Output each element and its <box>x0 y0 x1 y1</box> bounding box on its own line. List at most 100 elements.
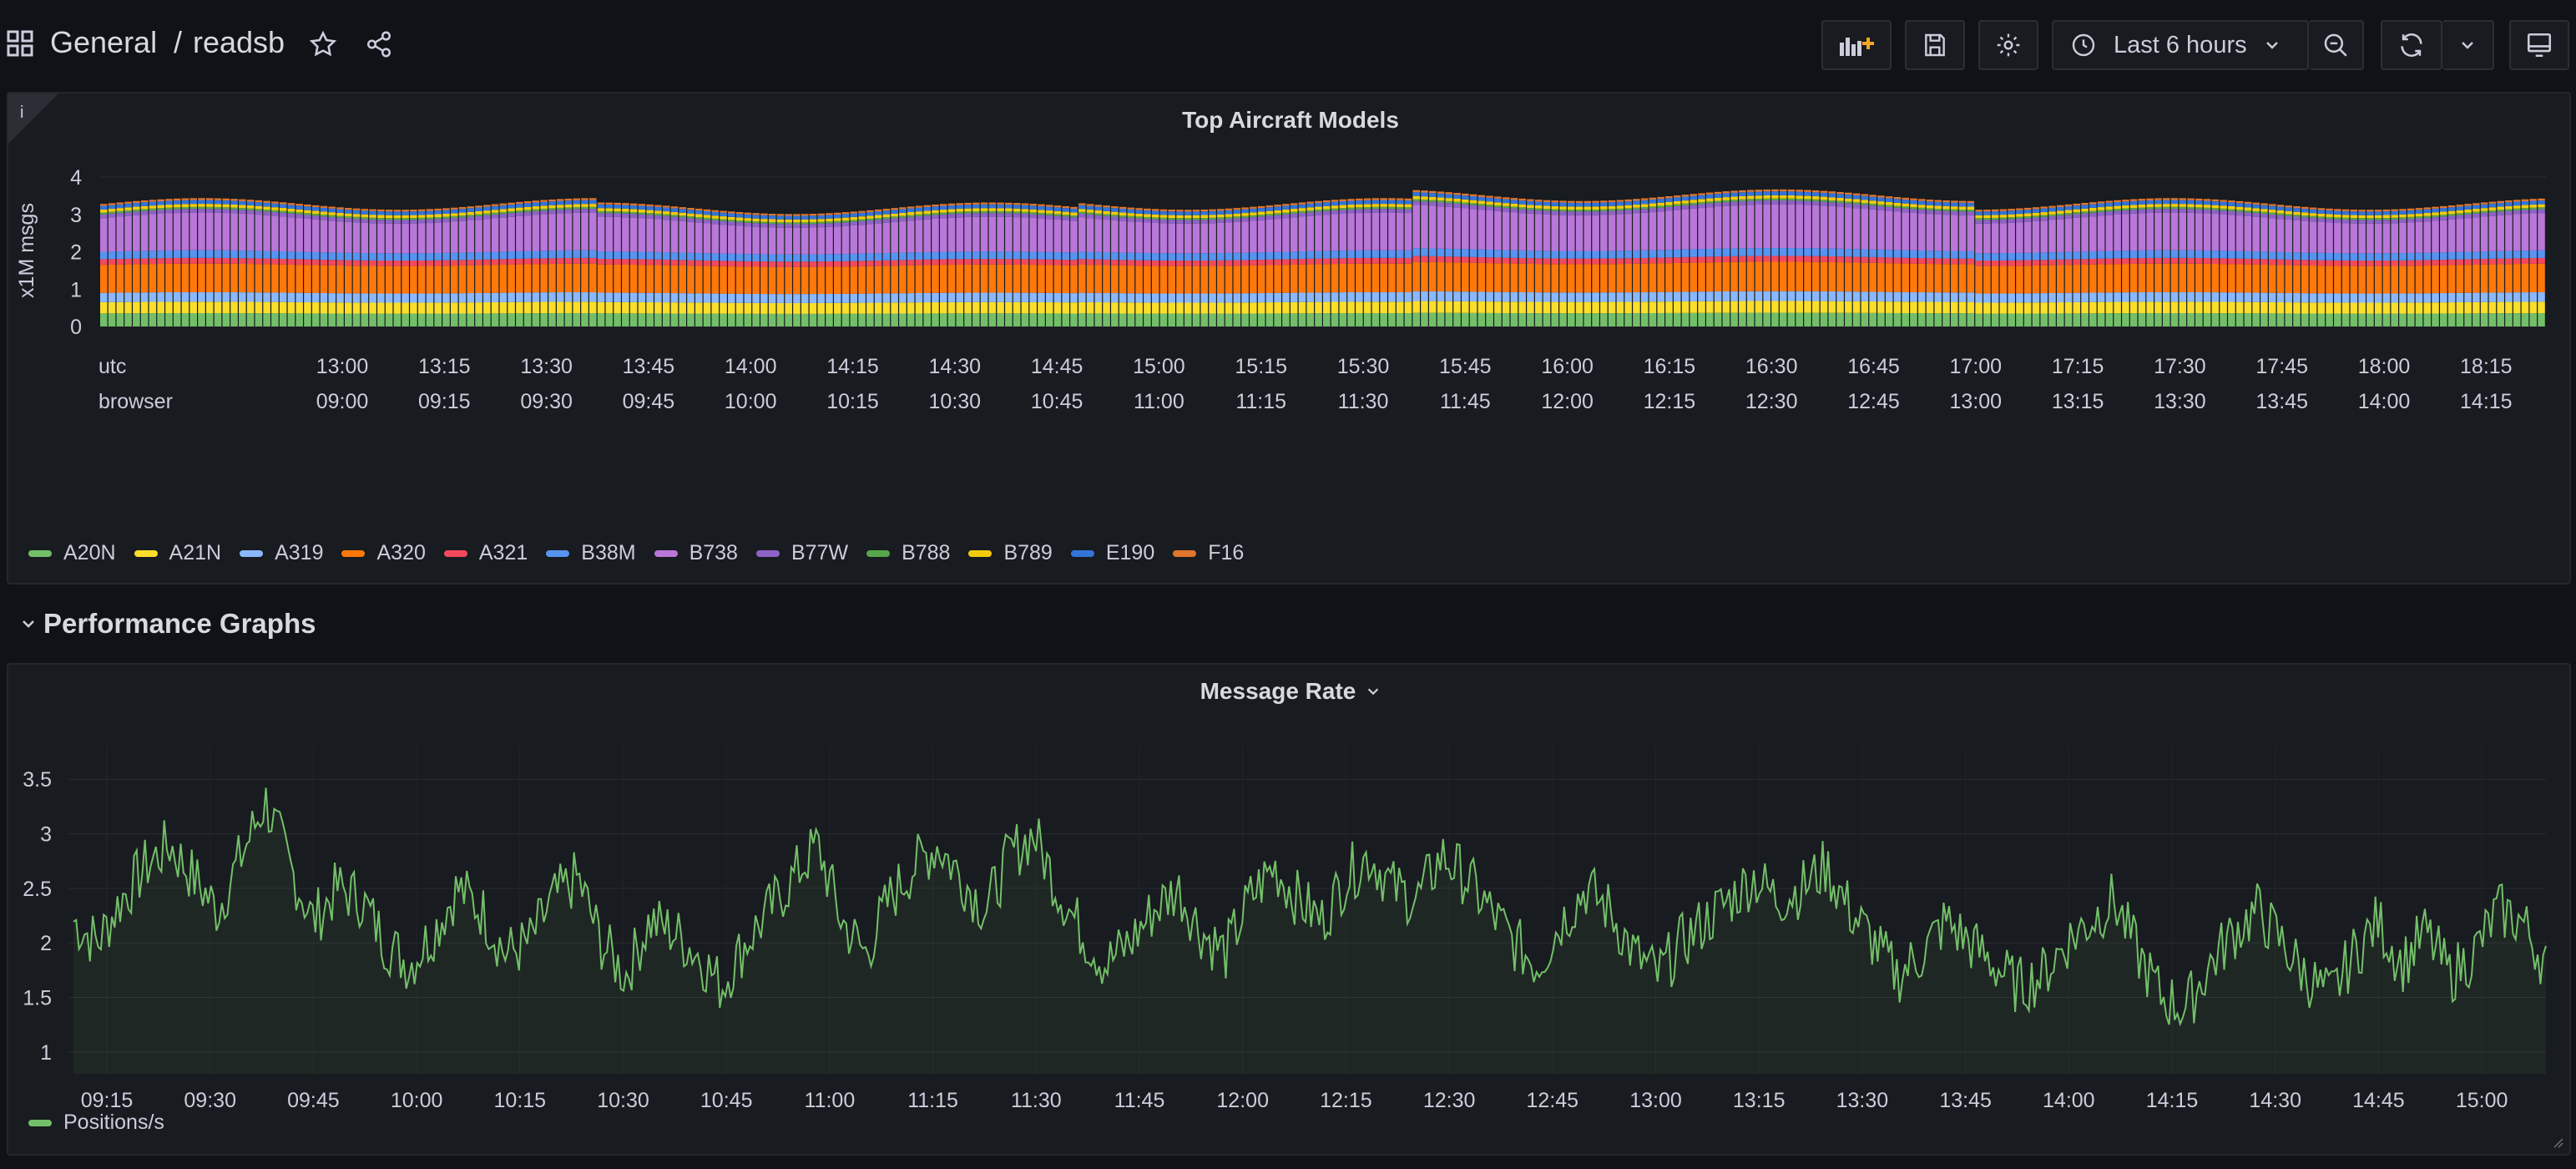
bar-segment <box>956 292 964 302</box>
resize-handle-icon[interactable] <box>2553 1137 2564 1149</box>
bar-segment <box>1290 313 1298 326</box>
bar-segment <box>491 251 499 260</box>
legend-item-f16[interactable]: F16 <box>1173 541 1244 565</box>
bar-segment <box>2391 217 2398 220</box>
row-performance-graphs[interactable]: Performance Graphs <box>20 608 316 640</box>
bar-segment <box>1315 313 1322 326</box>
bar-segment <box>1502 205 1510 209</box>
refresh-interval-dropdown[interactable] <box>2442 20 2494 70</box>
bar-segment <box>1462 291 1469 301</box>
bar-segment <box>2016 260 2023 266</box>
bar-segment <box>1559 301 1567 314</box>
time-series-chart[interactable]: 11.522.533.509:15 09:30 09:45 10:00 10:15 10:… <box>8 715 2573 1116</box>
bar-segment <box>646 301 654 314</box>
bar-segment <box>776 222 785 225</box>
tv-mode-button[interactable] <box>2509 20 2569 70</box>
legend-item-positions[interactable]: Positions/s <box>28 1111 164 1135</box>
bar-segment <box>263 264 270 293</box>
panel-title[interactable]: Top Aircraft Models <box>1182 107 1399 133</box>
bar-segment <box>2472 251 2480 260</box>
legend-item-a21n[interactable]: A21N <box>134 541 221 565</box>
bar-segment <box>1951 202 1958 207</box>
panel-info-corner[interactable] <box>8 94 58 144</box>
bar-segment <box>2064 259 2073 266</box>
bar-segment <box>124 207 132 210</box>
bar-segment <box>711 302 720 314</box>
refresh-button[interactable] <box>2381 20 2442 70</box>
bar-segment <box>1290 264 1298 293</box>
bar-segment <box>1323 264 1331 293</box>
legend-item-a321[interactable]: A321 <box>443 541 528 565</box>
bar-segment <box>2260 203 2268 205</box>
breadcrumb-folder[interactable]: General <box>50 25 158 59</box>
bar-segment <box>1477 205 1486 210</box>
bar-segment <box>1021 313 1029 326</box>
apps-grid-icon[interactable] <box>7 30 33 61</box>
save-dashboard-button[interactable] <box>1905 20 1965 70</box>
add-panel-button[interactable] <box>1821 20 1892 70</box>
bar-segment <box>1600 210 1608 215</box>
legend-item-b788[interactable]: B788 <box>866 541 950 565</box>
zoom-out-button[interactable] <box>2309 20 2364 70</box>
bar-segment <box>834 266 841 294</box>
bar-segment <box>320 211 328 215</box>
time-range-picker[interactable]: Last 6 hours <box>2052 20 2309 70</box>
bar-segment <box>1371 291 1380 302</box>
bar-segment <box>1356 257 1363 264</box>
bar-segment <box>703 253 711 261</box>
bar-segment <box>2154 263 2162 292</box>
legend-item-b738[interactable]: B738 <box>654 541 738 565</box>
bar-segment <box>1396 204 1404 207</box>
bar-segment <box>2244 210 2252 213</box>
bar-segment <box>2334 219 2341 224</box>
bar-segment <box>255 313 263 326</box>
legend-item-b77w[interactable]: B77W <box>755 541 848 565</box>
bar-segment <box>2162 204 2170 207</box>
legend-item-a20n[interactable]: A20N <box>28 541 116 565</box>
breadcrumb-dashboard[interactable]: readsb <box>193 25 285 59</box>
legend-item-a319[interactable]: A319 <box>240 541 323 565</box>
bar-segment <box>858 253 866 261</box>
bar-segment <box>475 252 482 260</box>
bar-segment <box>907 302 915 314</box>
bar-segment <box>352 313 361 326</box>
bar-segment <box>402 215 409 219</box>
dashboard-settings-button[interactable] <box>1978 20 2038 70</box>
bar-segment <box>475 210 482 215</box>
bar-segment <box>1559 215 1567 251</box>
bar-segment <box>817 215 826 220</box>
bar-segment <box>720 261 727 266</box>
legend-item-a320[interactable]: A320 <box>341 541 426 565</box>
bar-segment <box>972 259 980 265</box>
bar-segment <box>2016 218 2023 223</box>
legend-item-b38m[interactable]: B38M <box>546 541 636 565</box>
bar-segment <box>1951 209 1958 212</box>
bar-segment <box>1722 205 1730 249</box>
share-icon[interactable] <box>365 30 393 63</box>
panel-title[interactable]: Message Rate <box>1200 678 1356 704</box>
bar-segment <box>1730 201 1738 206</box>
bar-segment <box>2529 205 2538 208</box>
bar-segment <box>1469 291 1477 301</box>
bar-segment <box>2073 251 2081 260</box>
legend-item-b789[interactable]: B789 <box>968 541 1053 565</box>
bar-segment <box>1592 206 1599 210</box>
panel-header[interactable]: Message Rate <box>8 678 2573 705</box>
bar-segment <box>1836 197 1844 201</box>
info-icon[interactable]: i <box>20 104 24 122</box>
bar-segment <box>1845 203 1852 208</box>
legend-item-e190[interactable]: E190 <box>1070 541 1154 565</box>
bar-segment <box>882 252 891 261</box>
bar-segment <box>2008 313 2015 326</box>
bar-segment <box>1070 302 1078 314</box>
bar-segment <box>2016 302 2023 314</box>
bar-segment <box>1363 313 1371 326</box>
bar-segment <box>189 212 197 250</box>
star-icon[interactable] <box>309 30 337 63</box>
bar-segment <box>475 207 482 211</box>
bar-segment <box>1755 248 1763 256</box>
bar-segment <box>1135 216 1143 219</box>
bar-segment <box>279 210 287 213</box>
chevron-down-icon[interactable] <box>1366 684 1381 699</box>
